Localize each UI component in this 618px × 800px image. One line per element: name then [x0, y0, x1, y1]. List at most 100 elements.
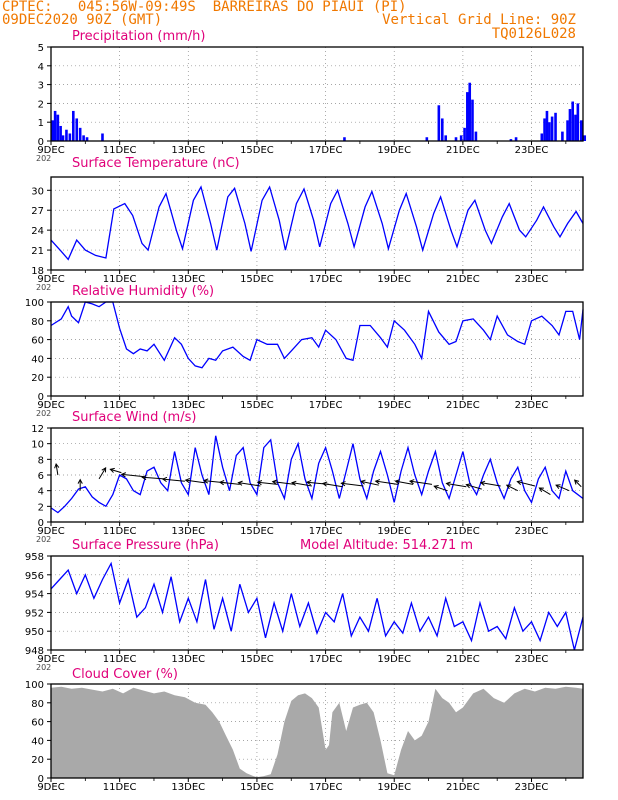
panel-frame	[50, 176, 584, 271]
x-tick-label: 9DEC	[37, 654, 64, 665]
y-tick-label: 6	[38, 471, 44, 482]
x-year-stub: 202	[36, 283, 51, 292]
panel-0	[47, 46, 587, 145]
x-tick-label: 21DEC	[446, 274, 480, 285]
wind-arrow	[517, 481, 536, 487]
precip-bar	[463, 127, 466, 141]
precip-bar	[101, 133, 104, 141]
series-line	[50, 185, 584, 261]
cloud-area	[51, 686, 583, 778]
x-tick-label: 17DEC	[309, 274, 343, 285]
y-tick-label: 18	[31, 266, 44, 277]
wind-arrow	[238, 482, 261, 487]
wind-arrow	[446, 482, 467, 488]
x-tick-label: 19DEC	[377, 654, 411, 665]
wind-arrowhead	[120, 472, 127, 478]
wind-arrow	[257, 481, 278, 485]
x-year-stub: 202	[36, 663, 51, 672]
x-tick-label: 19DEC	[377, 145, 411, 156]
wind-arrow	[162, 478, 185, 482]
y-tick-label: 40	[31, 736, 44, 747]
header-run-date: 09DEC2020 90Z (GMT)	[2, 12, 163, 28]
wind-arrow	[574, 479, 582, 488]
wind-arrow	[121, 473, 144, 478]
y-tick-label: 956	[25, 571, 44, 582]
x-tick-label: 9DEC	[37, 274, 64, 285]
wind-arrow	[361, 480, 379, 486]
wind-arrow	[185, 479, 206, 484]
x-tick-label: 21DEC	[446, 654, 480, 665]
precip-bar	[82, 135, 85, 141]
x-tick-label: 17DEC	[309, 145, 343, 156]
wind-arrowhead	[340, 481, 346, 487]
wind-arrowhead	[54, 462, 60, 469]
y-tick-label: 60	[31, 718, 44, 729]
x-tick-label: 23DEC	[515, 782, 549, 793]
wind-arrow	[555, 484, 570, 492]
precip-bar	[514, 137, 518, 141]
precip-bar	[78, 127, 82, 141]
wind-arrowhead	[203, 478, 209, 484]
x-tick-label: 21DEC	[446, 145, 480, 156]
panel-frame	[50, 555, 584, 651]
x-tick-label: 23DEC	[515, 526, 549, 537]
precip-bar	[56, 114, 60, 141]
wind-arrowhead	[465, 483, 471, 489]
wind-arrow	[272, 481, 295, 485]
panel-1	[47, 176, 584, 274]
x-tick-label: 19DEC	[377, 400, 411, 411]
wind-arrowhead	[573, 479, 580, 485]
wind-arrowhead	[305, 479, 312, 486]
y-tick-label: 0	[38, 774, 44, 785]
x-tick-label: 11DEC	[103, 400, 137, 411]
precip-bar	[566, 120, 569, 141]
precip-bar	[53, 110, 57, 141]
y-tick-label: 27	[31, 206, 44, 217]
panel-3	[47, 427, 584, 526]
wind-arrowhead	[161, 476, 168, 483]
y-tick-label: 24	[31, 226, 44, 237]
precip-bar	[474, 131, 478, 141]
y-tick-label: 21	[31, 246, 44, 257]
x-tick-label: 17DEC	[309, 654, 343, 665]
panel-4	[47, 555, 584, 654]
x-tick-label: 11DEC	[103, 526, 137, 537]
panel-2	[47, 301, 584, 400]
model-altitude-label: Model Altitude: 514.271 m	[300, 538, 473, 553]
y-tick-label: 80	[31, 699, 44, 710]
wind-arrow	[395, 480, 414, 485]
wind-arrow	[291, 482, 312, 487]
wind-arrowhead	[445, 481, 451, 487]
wind-arrow	[375, 480, 398, 485]
wind-arrowhead	[184, 478, 191, 484]
precip-bar	[343, 137, 346, 141]
wind-arrowhead	[237, 480, 243, 486]
x-year-stub: 202	[36, 535, 51, 544]
wind-arrow	[480, 482, 501, 487]
y-tick-label: 4	[38, 487, 44, 498]
precip-bar	[583, 135, 587, 141]
precip-bar	[509, 139, 513, 141]
y-tick-label: 0	[38, 392, 44, 403]
header-grid-line: Vertical Grid Line: 90Z	[382, 12, 576, 28]
x-tick-label: 19DEC	[377, 782, 411, 793]
wind-arrowhead	[374, 479, 381, 485]
y-tick-label: 0	[38, 518, 44, 529]
panel-frame	[50, 301, 584, 397]
panel-title: Cloud Cover (%)	[72, 667, 178, 682]
wind-arrow	[539, 487, 551, 496]
x-tick-label: 13DEC	[171, 526, 205, 537]
precip-bar	[454, 137, 458, 141]
wind-arrow	[434, 485, 448, 492]
wind-arrowhead	[321, 481, 328, 487]
x-tick-label: 13DEC	[171, 145, 205, 156]
y-tick-label: 100	[25, 298, 44, 309]
y-tick-label: 4	[38, 62, 44, 73]
wind-arrowhead	[271, 479, 278, 485]
y-tick-label: 8	[38, 455, 44, 466]
x-tick-label: 11DEC	[103, 654, 137, 665]
x-tick-label: 21DEC	[446, 400, 480, 411]
x-tick-label: 23DEC	[515, 145, 549, 156]
y-tick-label: 948	[25, 646, 44, 657]
